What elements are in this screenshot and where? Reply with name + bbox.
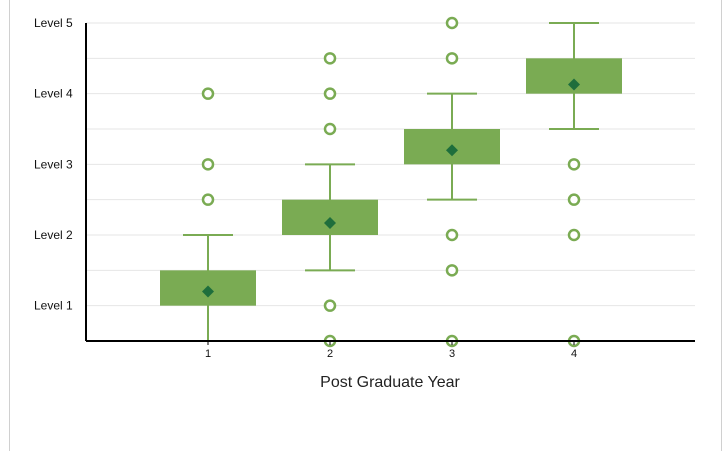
outlier-point <box>445 264 459 277</box>
outlier-point <box>323 87 337 100</box>
y-tick-label: Level 2 <box>34 228 73 242</box>
outlier-point <box>445 16 459 30</box>
outlier-point <box>445 52 459 65</box>
outlier-point <box>567 228 581 242</box>
mean-marker <box>324 216 336 229</box>
mean-marker <box>202 285 214 298</box>
y-tick-label: Level 3 <box>34 157 73 171</box>
box-group-2 <box>282 52 378 348</box>
mean-marker <box>446 144 458 157</box>
outlier-point <box>567 158 581 171</box>
x-tick-label: 2 <box>327 348 333 360</box>
outlier-point <box>323 299 337 312</box>
boxes-layer <box>160 16 622 348</box>
y-tick-label: Level 1 <box>34 299 73 313</box>
x-axis-title: Post Graduate Year <box>320 374 460 391</box>
outlier-point <box>323 52 337 65</box>
mean-marker <box>568 78 580 91</box>
outlier-point <box>445 228 459 242</box>
x-tick-label: 1 <box>205 348 211 360</box>
x-tick-label: 4 <box>571 348 577 360</box>
box-group-3 <box>404 16 500 348</box>
box-group-1 <box>160 87 256 341</box>
y-tick-label: Level 4 <box>34 87 73 101</box>
y-tick-label: Level 5 <box>34 16 73 30</box>
outlier-point <box>201 193 215 206</box>
outlier-point <box>201 87 215 100</box>
outlier-point <box>201 158 215 171</box>
box-group-4 <box>526 22 622 348</box>
outlier-point <box>567 193 581 206</box>
x-tick-label: 3 <box>449 348 455 360</box>
axes-layer: Level 1 Level 2 Level 3 Level 4 Level 5 1 2 3 4 <box>34 16 695 360</box>
outlier-point <box>323 122 337 136</box>
